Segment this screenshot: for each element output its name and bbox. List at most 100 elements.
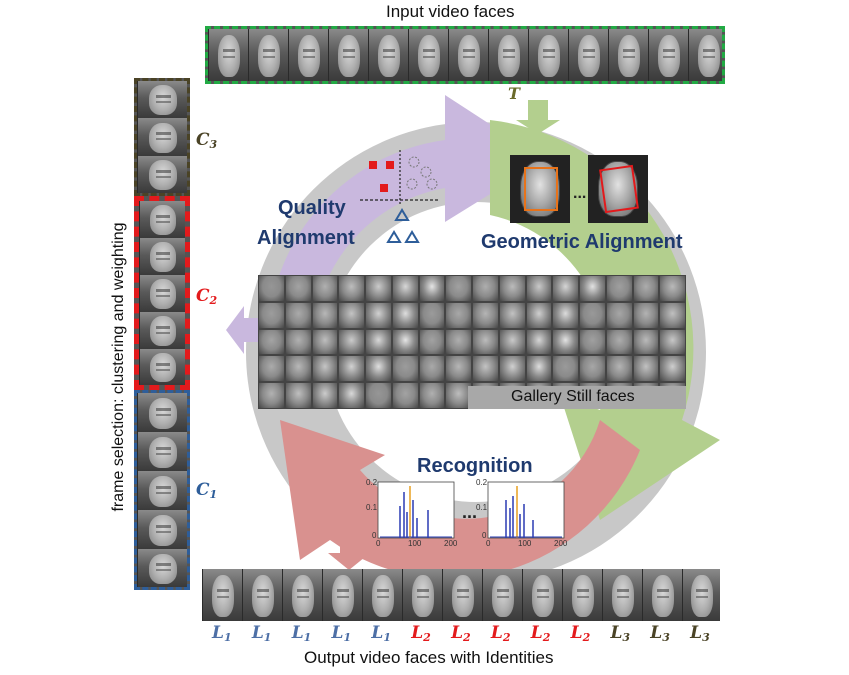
gallery-face [579,328,606,356]
identity-label-sub: 2 [463,631,471,644]
gallery-face [605,355,633,383]
gallery-face [605,301,633,329]
identity-label-sub: 3 [622,631,631,644]
identity-label: L1 [252,623,272,644]
identity-label-name: L [451,623,464,643]
geometric-face-2-image [598,161,638,217]
cluster-label-c2: C2 [196,286,217,307]
gallery-face [418,382,446,409]
identity-label: L2 [451,623,471,644]
gallery-face [338,382,365,409]
c3-face [137,81,187,118]
input-face [408,29,449,81]
identity-label-name: L [610,623,623,643]
cluster-label-c2-sub: 2 [209,294,218,307]
t-label: T [508,84,520,103]
identity-label: L3 [690,623,710,644]
output-title: Output video faces with Identities [304,648,554,667]
input-face [528,29,569,81]
identity-label-row: L1 L1 L1 L1 L1 L2 L2 L2 L2 L2 L3 L3 L3 [202,623,720,645]
gallery-face [552,275,579,302]
recognition-arrow [280,420,640,579]
gallery-face [498,328,526,356]
gallery-face [258,301,285,329]
geometric-face-1-image [520,161,560,217]
identity-label: L2 [411,623,431,644]
gallery-label: Gallery Still faces [511,388,635,405]
gallery-face [632,328,660,356]
gallery-face [258,328,285,356]
hist1-ytick-zero: 0 [372,531,377,540]
gallery-face [605,275,633,302]
gallery-face [365,301,392,329]
gallery-face [525,355,553,383]
output-face [562,569,603,621]
histogram-1 [377,481,455,539]
c1-face [137,549,187,587]
identity-label-sub: 2 [542,631,551,644]
gallery-face [391,301,419,329]
identity-label: L1 [292,623,312,644]
output-face [442,569,483,621]
gallery-face [498,355,526,383]
gallery-face [418,275,446,302]
gallery-face [659,301,686,329]
c1-face [137,510,187,549]
identity-label-name: L [490,623,503,643]
identity-label: L3 [650,623,670,644]
gallery-face [311,382,339,409]
input-face [328,29,369,81]
identity-label-name: L [411,623,424,643]
identity-label: L3 [610,623,630,644]
output-down-arrow [328,537,370,570]
cluster-label-c1-sub: 1 [209,488,218,501]
c1-face [137,471,187,510]
hist1-ytick-mid: 0.1 [366,503,378,512]
gallery-face [552,355,579,383]
geometric-face-2 [588,155,648,223]
gallery-face [418,301,446,329]
c2-face [139,349,185,385]
identity-label-sub: 1 [303,631,312,644]
input-face [248,29,289,81]
gallery-face [284,301,312,329]
cluster-label-c3-sub: 3 [209,138,218,151]
identity-label-sub: 1 [343,631,352,644]
c1-face [137,432,187,471]
gallery-face [284,355,312,383]
identity-label: L2 [491,623,511,644]
hist2-xtick-200: 200 [554,539,568,548]
gallery-face [284,328,312,356]
hist2-xtick-100: 100 [518,539,532,548]
alignment-box-1 [524,167,558,211]
geometric-label: Geometric Alignment [481,231,683,253]
c2-face [139,275,185,312]
side-title: frame selection: clustering and weightin… [110,222,127,512]
gallery-face [659,328,686,356]
identity-label-sub: 1 [383,631,391,644]
gallery-face [445,328,472,356]
hist1-ytick-top: 0.2 [366,478,378,487]
quality-label-line1: Quality [278,197,346,219]
gallery-face [579,301,606,329]
output-face [482,569,523,621]
c2-face [139,312,185,349]
gallery-label-box [468,386,686,409]
gallery-face [391,328,419,356]
input-video-strip [205,26,725,84]
geometric-face-1 [510,155,570,223]
output-face [362,569,403,621]
t-down-arrow [516,100,560,134]
gallery-face [498,301,526,329]
identity-label-name: L [291,623,304,643]
output-face [402,569,443,621]
identity-label-name: L [570,623,583,643]
output-video-strip [202,569,720,621]
cluster-label-c1: C1 [196,480,217,501]
gallery-face [311,301,339,329]
identity-label: L2 [571,623,591,644]
identity-label-name: L [650,623,663,643]
cluster-label-c3-name: C [196,130,210,150]
identity-label-sub: 3 [702,631,710,644]
quality-scatter [360,150,440,243]
